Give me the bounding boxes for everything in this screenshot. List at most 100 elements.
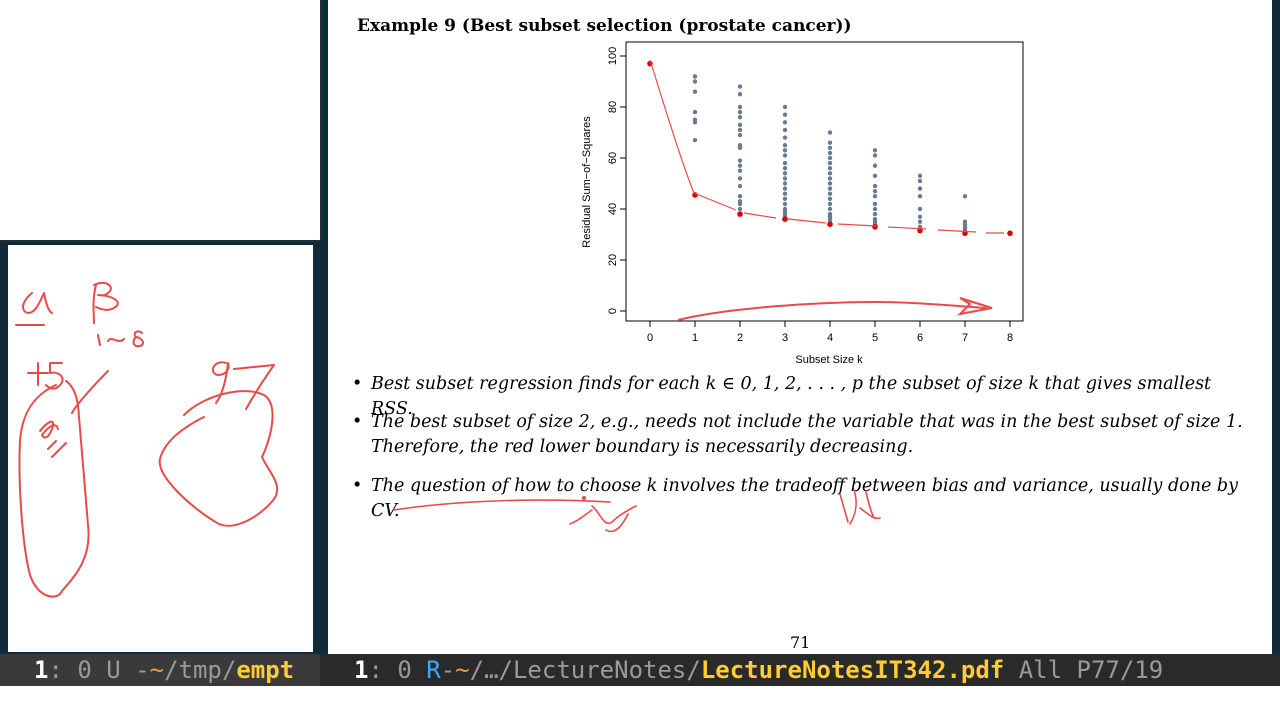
path: /tmp/ bbox=[164, 656, 237, 684]
subset-point bbox=[737, 206, 743, 212]
subset-point bbox=[737, 194, 743, 199]
bullet-ink-annotations bbox=[393, 489, 881, 533]
bullet-text: The best subset of size 2, e.g., needs n… bbox=[371, 412, 1243, 457]
subset-point bbox=[782, 191, 788, 196]
bullet-text: The question of how to choose k involves… bbox=[371, 476, 1238, 521]
subset-point bbox=[782, 166, 788, 171]
page-position: All P77/19 bbox=[1004, 656, 1164, 684]
subset-point bbox=[962, 227, 968, 232]
subset-point bbox=[737, 132, 743, 138]
x-tick-label: 4 bbox=[827, 332, 833, 344]
minibuffer[interactable] bbox=[0, 686, 1280, 720]
subset-point bbox=[737, 176, 743, 181]
modeline-count: 0 U - bbox=[62, 656, 150, 684]
left-pane-modeline[interactable]: 1: 0 U -~/tmp/empt bbox=[0, 654, 320, 686]
subset-point bbox=[782, 176, 788, 181]
title-trailing-dot: . bbox=[801, 16, 807, 36]
example-title: Example 9 (Best subset selection (prosta… bbox=[357, 16, 852, 36]
subset-point bbox=[827, 130, 833, 135]
right-edge-border bbox=[1272, 0, 1280, 654]
x-tick-label: 1 bbox=[692, 332, 698, 344]
subset-point bbox=[692, 137, 698, 143]
subset-point bbox=[872, 183, 878, 189]
subset-point bbox=[782, 112, 788, 117]
x-tick-label: 5 bbox=[872, 332, 878, 344]
subset-point bbox=[872, 206, 878, 212]
window-number: 1 bbox=[354, 656, 369, 684]
subset-point bbox=[872, 153, 878, 158]
x-tick-label: 0 bbox=[647, 332, 653, 344]
rss-scatter-chart: 0 20 40 60 80 100 0 1 2 3 4 5 6 7 8 Residual Sum−of−S… bbox=[581, 41, 1024, 366]
subset-point bbox=[692, 89, 698, 94]
subset-point bbox=[827, 176, 833, 181]
subset-point bbox=[827, 150, 833, 156]
page-number: 71 bbox=[790, 633, 811, 652]
tilde: ~ bbox=[149, 656, 165, 684]
subset-point bbox=[917, 219, 923, 224]
subset-point bbox=[782, 135, 788, 140]
subset-point bbox=[827, 196, 833, 201]
tilde: ~ bbox=[455, 656, 470, 684]
best-subset-point bbox=[737, 211, 743, 217]
subset-point bbox=[737, 115, 743, 120]
x-tick-label: 7 bbox=[962, 332, 968, 344]
modeline-sep: : bbox=[48, 656, 63, 684]
pane-divider[interactable] bbox=[322, 0, 328, 654]
subset-point bbox=[737, 158, 743, 163]
window-number: 1 bbox=[34, 656, 49, 684]
subset-point bbox=[827, 191, 833, 196]
subset-point bbox=[917, 214, 923, 219]
empty-buffer-pane[interactable] bbox=[0, 0, 322, 242]
subset-point bbox=[782, 104, 788, 110]
subset-point bbox=[827, 181, 833, 186]
subset-point bbox=[737, 127, 743, 133]
x-tick-label: 2 bbox=[737, 332, 743, 344]
x-tick-label: 6 bbox=[917, 332, 923, 344]
subset-point bbox=[917, 206, 923, 212]
subset-point bbox=[782, 127, 788, 133]
subset-point bbox=[782, 171, 788, 176]
subset-point bbox=[782, 196, 788, 201]
y-tick-label: 100 bbox=[607, 47, 619, 65]
whiteboard-pane[interactable] bbox=[8, 245, 313, 652]
subset-point bbox=[782, 201, 788, 207]
arrow-annotation bbox=[677, 297, 993, 321]
subset-point bbox=[692, 109, 698, 115]
subset-point bbox=[962, 194, 968, 199]
subset-point bbox=[782, 160, 788, 166]
subset-point bbox=[827, 140, 833, 145]
pdf-page[interactable] bbox=[328, 0, 1272, 654]
y-tick-label: 0 bbox=[607, 308, 619, 314]
subset-point bbox=[872, 148, 878, 153]
subset-point bbox=[782, 120, 788, 125]
x-axis: 0 1 2 3 4 5 6 7 8 bbox=[647, 321, 1013, 344]
right-pane-modeline[interactable]: 1: 0 R-~/…/LectureNotes/LectureNotesIT34… bbox=[320, 654, 1280, 686]
buffer-name: empt bbox=[236, 656, 295, 684]
subset-point bbox=[872, 194, 878, 199]
subset-point bbox=[737, 183, 743, 189]
subset-point bbox=[872, 188, 878, 194]
subset-point bbox=[692, 74, 698, 79]
x-tick-label: 3 bbox=[782, 332, 788, 344]
bullet-symbol: • bbox=[352, 374, 363, 394]
subset-point bbox=[917, 178, 923, 184]
subset-point bbox=[917, 173, 923, 179]
data-points bbox=[647, 60, 1013, 237]
plot-frame bbox=[625, 41, 1024, 322]
y-axis: 0 20 40 60 80 100 bbox=[607, 47, 626, 314]
modeline-sep: : bbox=[368, 656, 383, 684]
subset-point bbox=[782, 153, 788, 158]
y-tick-label: 40 bbox=[607, 203, 619, 215]
subset-point bbox=[917, 186, 923, 191]
subset-point bbox=[917, 224, 923, 230]
subset-point bbox=[827, 206, 833, 212]
best-subset-point bbox=[782, 216, 788, 222]
subset-point bbox=[872, 201, 878, 207]
subset-point bbox=[782, 186, 788, 191]
x-axis-label: Subset Size k bbox=[795, 354, 863, 366]
subset-point bbox=[737, 168, 743, 173]
subset-point bbox=[827, 201, 833, 207]
subset-point bbox=[737, 92, 743, 97]
subset-point bbox=[737, 104, 743, 110]
best-subset-curve-ink bbox=[649, 59, 695, 194]
